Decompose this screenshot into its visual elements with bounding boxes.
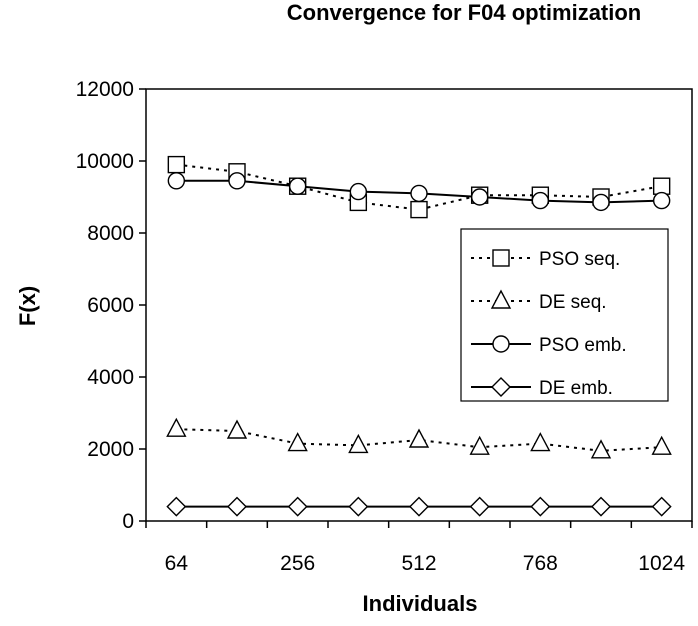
legend-label: PSO seq. [539,249,620,270]
legend-items: PSO seq. DE seq. PSO emb. DE emb. [471,249,627,399]
chart-title: Convergence for F04 optimization [287,0,642,25]
data-point-de-emb [166,496,187,517]
y-tick-label: 0 [122,510,134,533]
data-point-pso-emb [167,172,186,190]
data-point-pso-seq [410,200,428,219]
data-point-de-emb [591,496,611,517]
y-tick-label: 6000 [87,294,134,317]
y-tick-label: 2000 [87,438,134,461]
y-axis-label: F(x) [15,286,40,326]
x-tick-label: 512 [401,552,436,575]
data-point-pso-seq [652,177,671,195]
data-point-de-emb [348,496,369,517]
y-tick-label: 4000 [87,366,134,389]
series-pso-emb [167,172,671,212]
x-tick-label: 768 [523,552,558,575]
series-de-seq [166,417,672,459]
legend-entry-de-emb: DE emb. [471,377,613,399]
series-line-pso-seq [176,163,662,211]
legend-marker [490,289,512,309]
data-point-pso-emb [592,193,610,212]
legend-entry-de-seq: DE seq. [471,289,607,313]
data-point-de-emb [651,496,672,517]
data-point-pso-emb [288,177,307,195]
x-tick-label: 64 [165,552,189,575]
data-point-de-seq [348,433,369,454]
data-point-de-seq [530,432,551,452]
x-tick-label: 1024 [638,552,685,575]
legend-label: DE emb. [539,378,613,399]
legend-entry-pso-emb: PSO emb. [471,335,627,356]
data-point-pso-emb [531,191,550,210]
data-point-de-seq [469,435,490,455]
data-point-pso-emb [652,191,671,210]
x-axis: 64 256 512 768 1024 [145,521,693,575]
data-point-de-seq [226,419,248,439]
legend-label: DE seq. [539,292,607,313]
legend-label: PSO emb. [539,335,627,356]
data-point-de-emb [469,496,490,517]
data-point-pso-emb [410,184,428,203]
x-tick-label: 256 [280,552,315,575]
y-axis: 0 2000 4000 6000 8000 10000 12000 [76,78,146,533]
legend-entry-pso-seq: PSO seq. [471,249,620,270]
data-point-de-emb [287,496,308,517]
series-layer [166,155,672,517]
series-line-de-seq [176,428,662,452]
data-point-de-seq [166,417,187,437]
x-axis-label: Individuals [363,591,478,616]
data-point-de-emb [227,496,247,517]
data-point-de-seq [590,439,612,459]
y-tick-label: 8000 [87,222,134,245]
y-tick-label: 10000 [76,150,134,173]
y-tick-label: 12000 [76,78,134,101]
legend-marker [492,249,510,267]
legend-marker [491,377,511,397]
data-point-de-emb [409,496,429,517]
data-point-pso-seq [167,155,186,174]
series-de-emb [166,496,672,517]
data-point-pso-emb [470,188,489,206]
legend-marker [492,335,510,353]
data-point-de-emb [530,496,551,517]
data-point-pso-emb [349,182,368,201]
data-point-pso-emb [228,172,246,190]
data-point-de-seq [287,432,308,452]
data-point-de-seq [651,435,672,455]
data-point-de-seq [408,428,430,448]
